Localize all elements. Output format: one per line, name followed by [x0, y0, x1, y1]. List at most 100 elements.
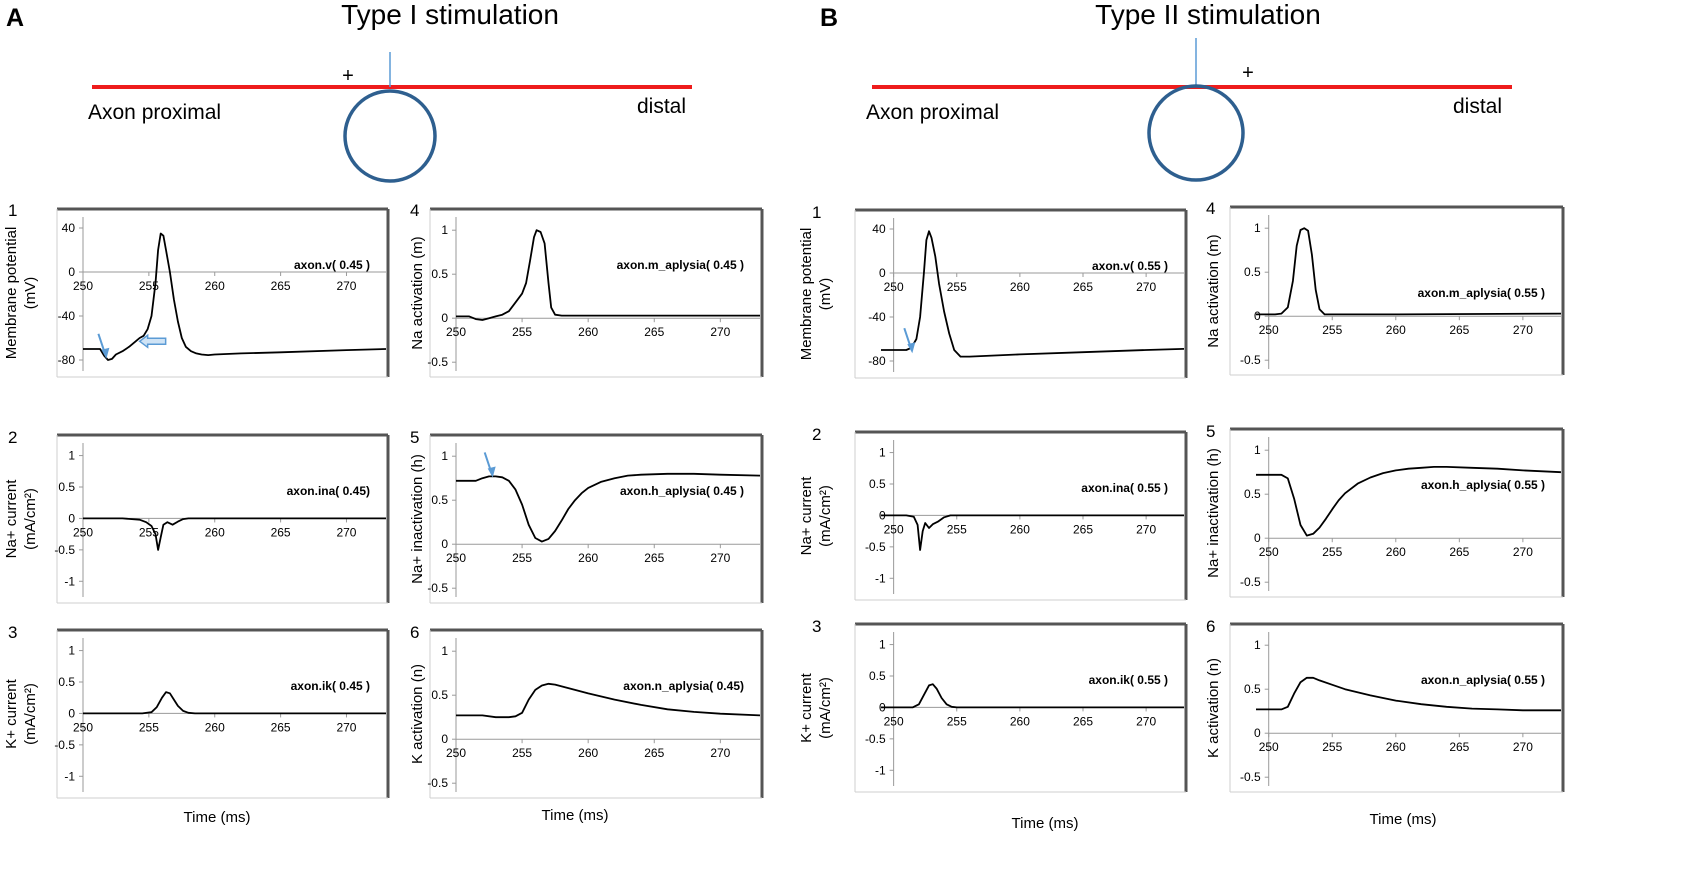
- axon-distal-label: distal: [637, 95, 686, 118]
- y-tick-label: 0: [441, 732, 448, 746]
- y-axis-title-line: (mA/cm²): [817, 677, 834, 739]
- y-tick-label: 0.5: [1244, 487, 1261, 501]
- x-tick-label: 270: [1136, 522, 1156, 536]
- x-tick-label: 265: [1073, 522, 1093, 536]
- x-tick-label: 265: [644, 746, 664, 760]
- y-axis-title: Membrane potential (mV): [798, 228, 834, 361]
- y-tick-label: 0.5: [58, 480, 75, 494]
- subplot-number: 5: [1206, 422, 1215, 441]
- legend-label: axon.h_aplysia( 0.45 ): [620, 484, 744, 498]
- axon-distal-label: distal: [1453, 95, 1502, 118]
- x-tick-label: 255: [512, 551, 532, 565]
- y-tick-label: -0.5: [54, 543, 75, 557]
- x-tick-label: 250: [73, 720, 93, 734]
- subplot-number: 1: [8, 201, 17, 220]
- y-tick-label: 0.5: [869, 477, 886, 491]
- y-tick-label: 1: [1254, 221, 1261, 235]
- y-tick-label: -1: [64, 769, 75, 783]
- y-tick-label: -0.5: [1240, 575, 1261, 589]
- y-tick-label: 0.5: [58, 675, 75, 689]
- legend-label: axon.n_aplysia( 0.45): [623, 679, 744, 693]
- y-axis-title-line: (mA/cm²): [817, 485, 834, 547]
- subplot-a6: 250 255 260 265 270 1 0.5 0 -0.5 axon.n_aplysia( …: [409, 623, 764, 799]
- subplot-number: 2: [8, 428, 17, 447]
- y-tick-label: 0: [1254, 309, 1261, 323]
- x-axis-title: Time (ms): [1370, 811, 1437, 828]
- x-tick-label: 255: [1322, 740, 1342, 754]
- x-tick-label: 270: [1136, 280, 1156, 294]
- y-tick-label: -80: [58, 353, 76, 367]
- y-axis-title: Na activation (m): [409, 236, 426, 349]
- y-axis-title: K+ current (mA/cm²): [3, 678, 39, 748]
- x-axis-title: Time (ms): [184, 809, 251, 826]
- x-tick-label: 255: [1322, 545, 1342, 559]
- y-tick-label: 40: [872, 222, 886, 236]
- x-tick-label: 250: [446, 551, 466, 565]
- y-tick-label: 0.5: [1244, 682, 1261, 696]
- series-line: [456, 229, 760, 321]
- x-tick-label: 260: [1386, 740, 1406, 754]
- y-tick-label: -0.5: [427, 776, 448, 790]
- y-tick-label: 0.5: [431, 493, 448, 507]
- y-tick-label: 0.5: [1244, 265, 1261, 279]
- x-tick-label: 265: [1449, 545, 1469, 559]
- y-axis-title-line: Na+ current: [798, 476, 815, 556]
- subplot-number: 3: [812, 617, 821, 636]
- soma-circle: [1147, 84, 1245, 182]
- x-tick-label: 250: [884, 714, 904, 728]
- x-tick-label: 255: [947, 280, 967, 294]
- panel-letter-b: B: [820, 4, 838, 32]
- y-tick-label: -80: [868, 354, 886, 368]
- y-tick-label: 0: [879, 266, 886, 280]
- x-tick-label: 260: [1010, 714, 1030, 728]
- y-tick-label: -40: [868, 310, 886, 324]
- series-line: [881, 514, 1184, 551]
- x-tick-label: 260: [205, 279, 225, 293]
- x-tick-label: 265: [644, 325, 664, 339]
- y-tick-label: 0: [441, 537, 448, 551]
- series-line: [881, 683, 1184, 709]
- x-tick-label: 270: [710, 325, 730, 339]
- x-tick-label: 255: [139, 720, 159, 734]
- legend-label: axon.h_aplysia( 0.55 ): [1421, 478, 1545, 492]
- subplot-b1: 250 255 260 265 270 40 0 -40 -80 axon.v( 0.55 ) 1 M…: [798, 203, 1188, 379]
- subplot-number: 4: [1206, 199, 1215, 218]
- x-tick-label: 260: [578, 551, 598, 565]
- y-tick-label: 40: [62, 221, 76, 235]
- subplot-a5: 250 255 260 265 270 1 0.5 0 -0.5 axon.h_aplysia( …: [409, 428, 764, 604]
- x-tick-label: 260: [1010, 522, 1030, 536]
- axon-proximal-label: Axon proximal: [866, 101, 999, 124]
- y-axis-title: Na activation (m): [1205, 234, 1222, 347]
- legend-label: axon.ik( 0.45 ): [291, 679, 370, 693]
- y-tick-label: -0.5: [1240, 770, 1261, 784]
- x-tick-label: 250: [884, 522, 904, 536]
- y-axis-title-line: K+ current: [3, 678, 20, 748]
- subplot-number: 6: [1206, 617, 1215, 636]
- subplot-b5: 250 255 260 265 270 1 0.5 0 -0.5 axon.h_aplysia( …: [1205, 422, 1565, 598]
- y-axis-title-line: K activation (n): [1205, 658, 1222, 758]
- y-tick-label: -40: [58, 309, 76, 323]
- x-tick-label: 270: [336, 279, 356, 293]
- x-tick-label: 255: [512, 325, 532, 339]
- x-tick-label: 260: [578, 746, 598, 760]
- panel-b-header: B Type II stimulation + Axon proximal di…: [820, 0, 1512, 182]
- plus-sign: +: [342, 65, 354, 87]
- y-tick-label: 0.5: [869, 669, 886, 683]
- x-tick-label: 250: [1259, 740, 1279, 754]
- x-tick-label: 270: [1513, 323, 1533, 337]
- subplot-number: 6: [410, 623, 419, 642]
- y-axis-title: Na+ current (mA/cm²): [798, 476, 834, 556]
- subplot-a2: 250 255 260 265 270 1 0.5 0 -0.5 -1 axon.ina( 0.45…: [3, 428, 390, 604]
- y-axis-title-line: (mA/cm²): [22, 488, 39, 550]
- axon-proximal-label: Axon proximal: [88, 101, 221, 124]
- x-tick-label: 270: [1513, 545, 1533, 559]
- subplot-b6: 250 255 260 265 270 1 0.5 0 -0.5 axon.n_aplysia( …: [1205, 617, 1565, 793]
- y-tick-label: -1: [64, 574, 75, 588]
- x-tick-label: 265: [271, 279, 291, 293]
- annotation-arrowhead: [101, 347, 110, 359]
- x-tick-label: 255: [139, 525, 159, 539]
- legend-label: axon.ik( 0.55 ): [1089, 673, 1168, 687]
- series-line: [83, 232, 387, 361]
- y-axis-title: Membrane potential (mV): [3, 227, 39, 360]
